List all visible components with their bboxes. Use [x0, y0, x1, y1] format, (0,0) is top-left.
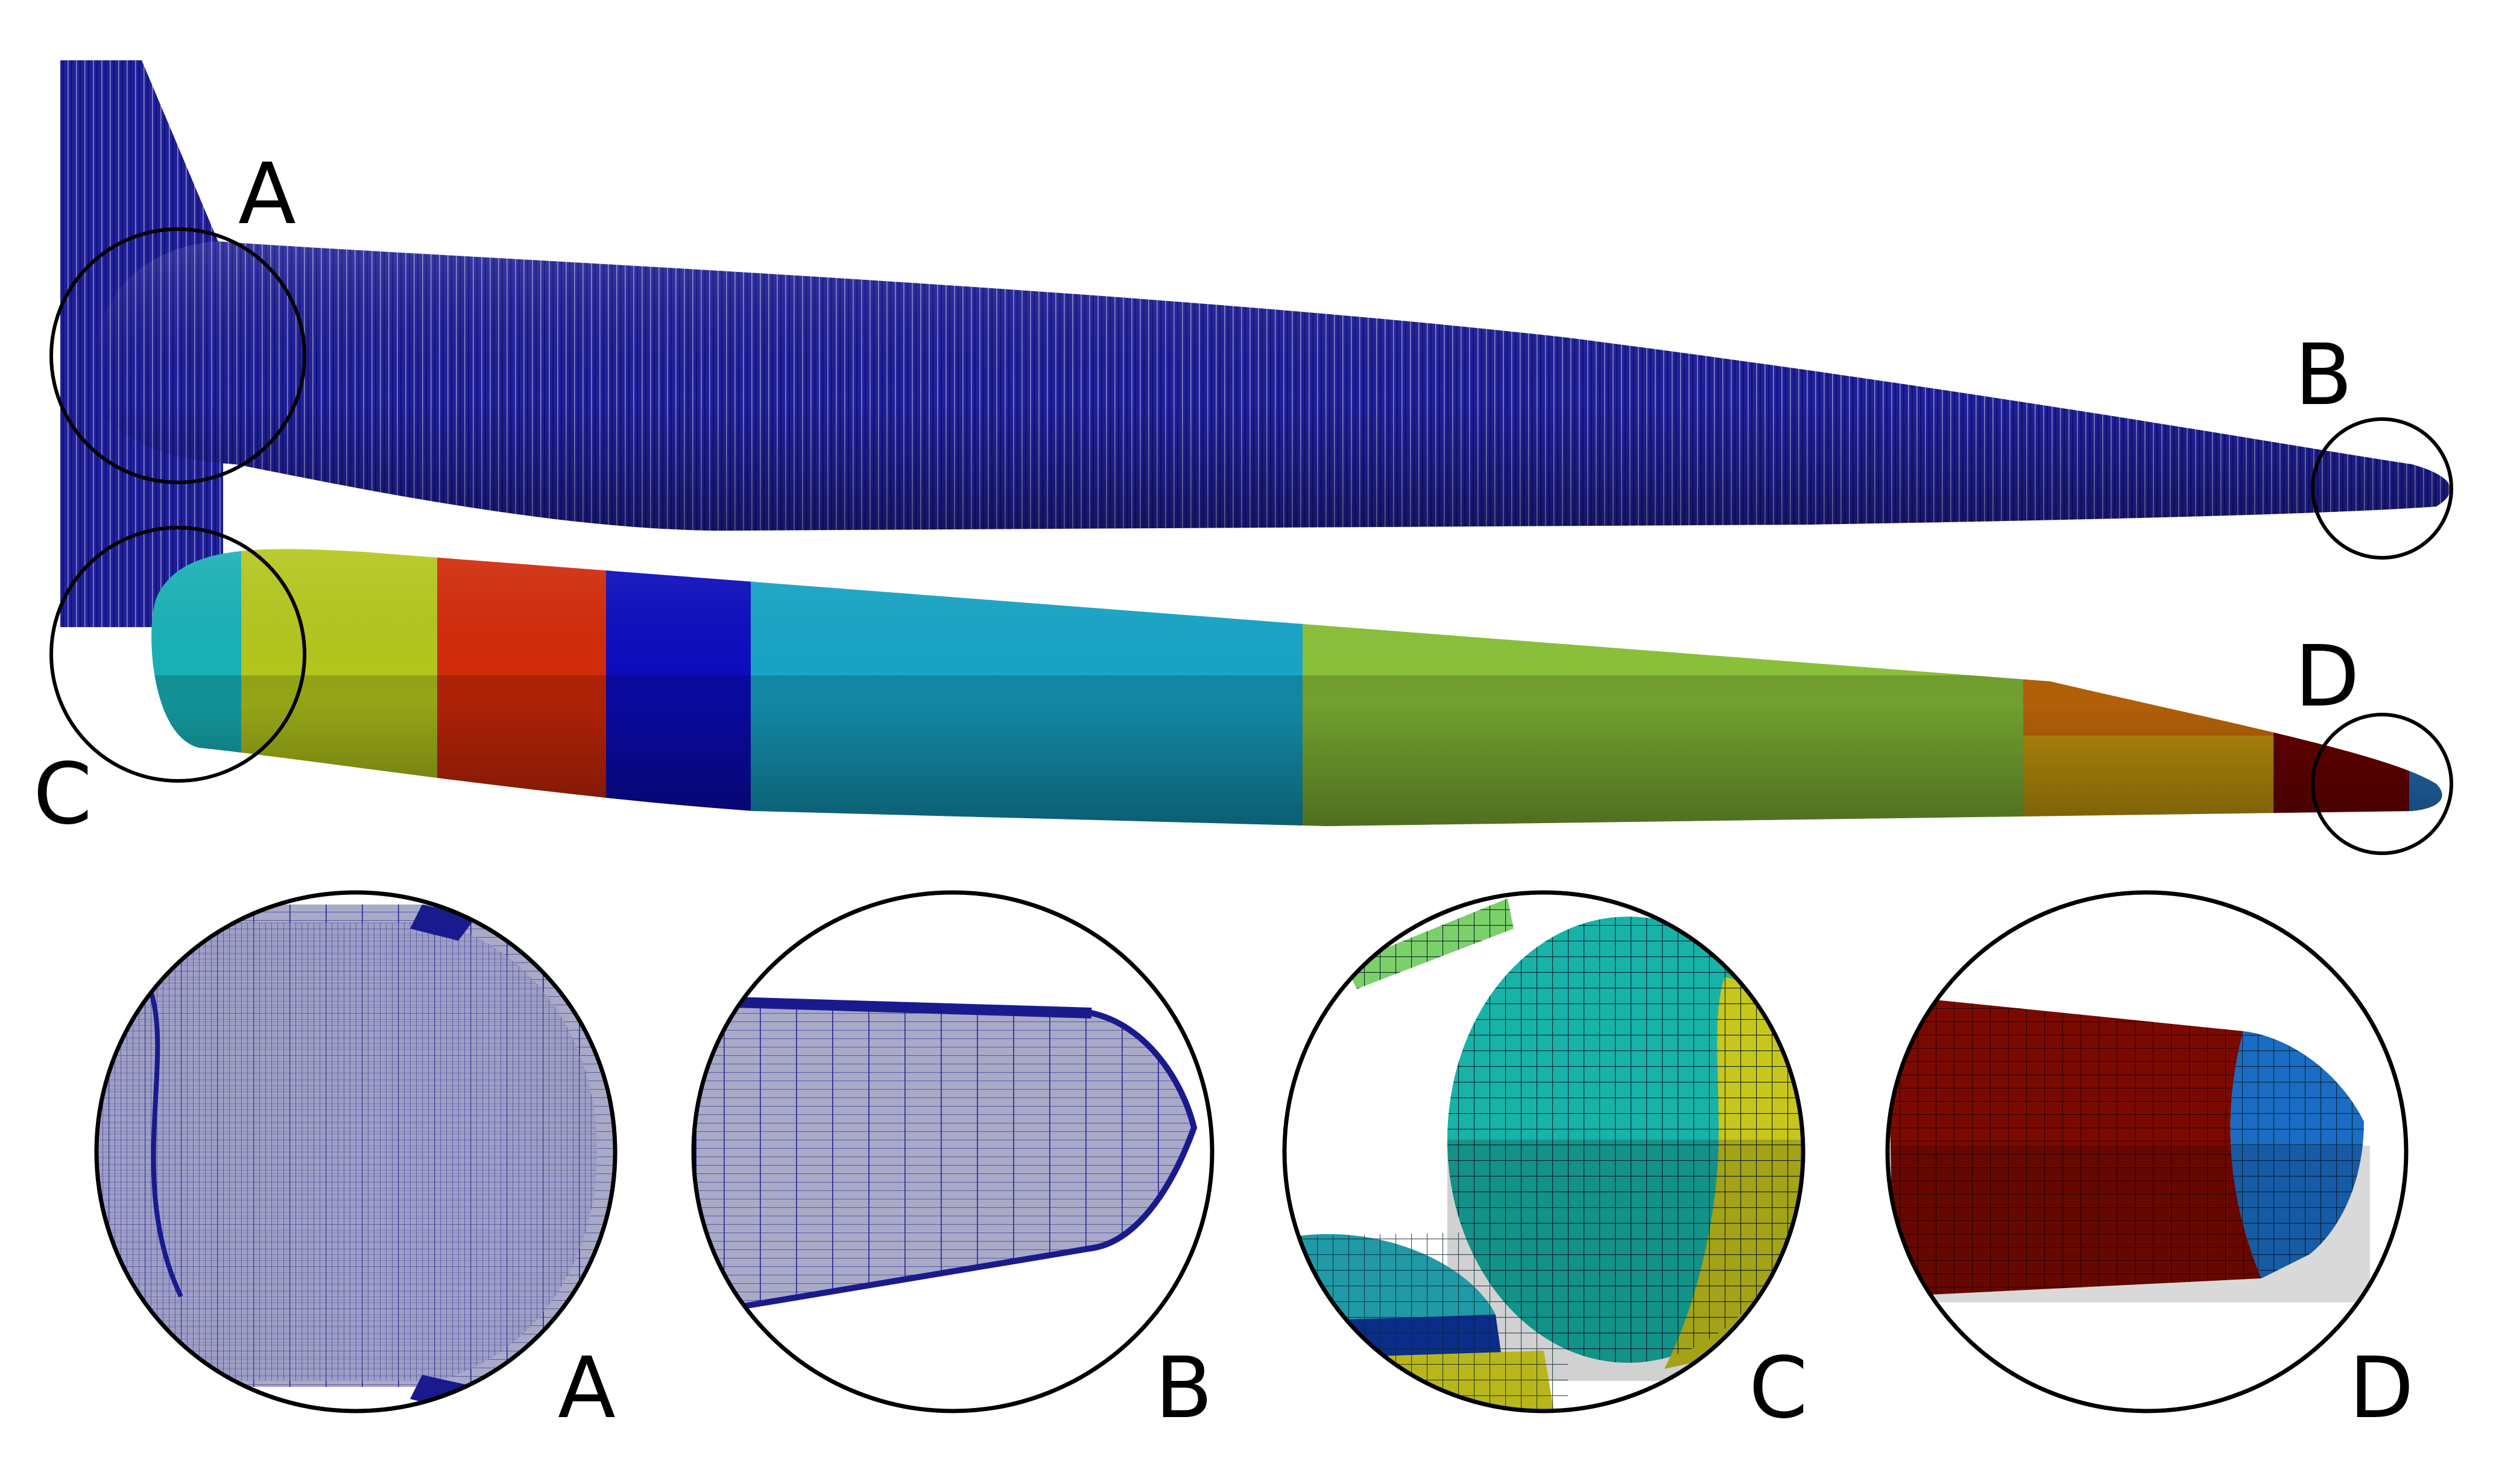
top-blade-mesh — [60, 60, 2451, 627]
zoom-c — [1282, 890, 1806, 1413]
label-top-d: D — [2295, 628, 2360, 726]
label-top-b: B — [2295, 326, 2352, 425]
label-zoom-b: B — [1155, 1339, 1213, 1438]
callout-circle-a — [49, 227, 306, 484]
callout-circle-c — [49, 526, 306, 783]
zoom-b — [691, 890, 1215, 1413]
callout-circle-d — [2311, 713, 2453, 855]
label-top-a: A — [238, 145, 296, 244]
label-zoom-a: A — [558, 1339, 616, 1438]
label-zoom-c: C — [1749, 1339, 1808, 1438]
zoom-a — [94, 890, 618, 1413]
zoom-d — [1885, 890, 2409, 1413]
callout-circle-b — [2311, 417, 2453, 560]
label-zoom-d: D — [2349, 1339, 2414, 1438]
bottom-blade-segments — [151, 549, 2442, 826]
label-top-c: C — [33, 745, 92, 844]
callout-circles — [49, 227, 2453, 855]
